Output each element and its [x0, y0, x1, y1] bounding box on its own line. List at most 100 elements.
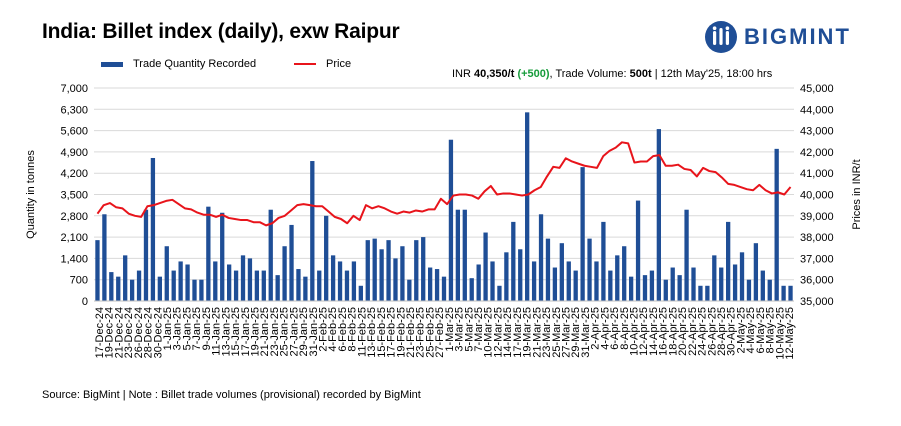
x-tick-label: 17-Jan-25: [240, 307, 252, 357]
bar: [573, 270, 578, 301]
bar: [358, 285, 363, 301]
x-tick-label: 31-Mar-25: [580, 307, 592, 358]
bar: [719, 267, 724, 301]
bar: [233, 270, 239, 301]
bar: [247, 258, 253, 301]
y-tick-label-right: 35,000: [800, 296, 834, 308]
bar: [400, 246, 405, 301]
bar: [628, 276, 634, 301]
x-tick-label: 5-Mar-25: [463, 307, 475, 352]
x-tick-label: 13-Jan-25: [220, 307, 232, 357]
x-tick-label: 8-May-25: [765, 307, 777, 353]
bar: [330, 255, 336, 301]
bar: [746, 279, 752, 301]
legend-line-label: Price: [326, 58, 352, 70]
bar: [289, 224, 294, 301]
x-tick-label: 22-Apr-25: [687, 307, 699, 356]
x-tick-label: 3-Mar-25: [454, 307, 466, 352]
bar: [642, 275, 648, 301]
bar: [393, 258, 398, 301]
bar: [788, 285, 793, 301]
y-tick-label-left: 700: [70, 275, 88, 287]
bar: [483, 232, 488, 301]
y-tick-label-left: 4,900: [60, 147, 88, 159]
bar: [490, 261, 495, 301]
y-tick-label-left: 2,800: [60, 211, 88, 223]
x-tick-label: 12-Mar-25: [492, 307, 504, 358]
bar: [143, 209, 149, 301]
info-suffix: | 12th May'25, 18:00 hrs: [651, 68, 773, 80]
x-tick-label: 29-Jan-25: [298, 307, 310, 357]
x-tick-label: 3-Jan-25: [172, 307, 184, 350]
legend-line-entry: Price: [294, 58, 351, 70]
bar: [608, 270, 613, 301]
info-change: (+500): [517, 68, 550, 80]
x-tick-label: 6-Apr-25: [609, 307, 621, 350]
bar: [324, 215, 329, 301]
bar: [240, 255, 246, 301]
brand-mark-icon: [705, 21, 737, 53]
x-tick-label: 9-Jan-25: [201, 307, 213, 350]
x-tick-label: 21-Mar-25: [531, 307, 543, 358]
bar: [351, 261, 357, 301]
bar: [129, 279, 135, 301]
bar: [767, 279, 772, 301]
bar: [296, 269, 301, 301]
bar: [282, 246, 287, 301]
x-tick-label: 30-Dec-24: [152, 307, 164, 358]
bar: [337, 261, 343, 301]
legend-bar-swatch: [101, 61, 123, 67]
source-note: Source: BigMint | Note : Billet trade vo…: [42, 389, 421, 401]
bar: [123, 255, 128, 301]
x-tick-label: 11-Jan-25: [211, 307, 223, 356]
x-tick-label: 10-May-25: [774, 307, 786, 360]
bar: [455, 209, 461, 301]
x-tick-label: 1-Jan-25: [162, 307, 174, 350]
bar: [587, 238, 592, 301]
legend-bar-entry: Trade Quantity Recorded: [101, 58, 256, 70]
x-tick-label: 18-Apr-25: [667, 307, 679, 356]
bar: [469, 278, 474, 301]
bar: [504, 252, 509, 301]
bar: [268, 209, 273, 301]
bar: [670, 267, 675, 301]
bar: [774, 148, 779, 301]
y-tick-label-right: 39,000: [800, 211, 834, 223]
bar: [206, 206, 211, 301]
info-prefix: INR: [452, 68, 474, 80]
bar: [705, 285, 710, 301]
price-line: [96, 141, 792, 227]
y-axis-title-left: Quantity in tonnes: [25, 150, 37, 239]
bar: [199, 279, 204, 301]
bar: [635, 200, 641, 301]
x-tick-label: 2-Apr-25: [590, 307, 602, 350]
y-tick-label-right: 40,000: [800, 190, 834, 202]
x-tick-label: 2-May-25: [735, 307, 747, 353]
bar: [102, 214, 107, 301]
bar: [372, 238, 377, 301]
x-tick-label: 19-Dec-24: [104, 307, 116, 358]
info-price: 40,350/t: [474, 68, 515, 80]
brand-name: BIGMINT: [744, 24, 851, 49]
y-tick-label-left: 6,300: [60, 104, 88, 116]
legend-bar-label: Trade Quantity Recorded: [133, 58, 257, 70]
bar: [538, 214, 544, 301]
bar: [150, 157, 156, 301]
bar: [448, 139, 454, 301]
bar: [594, 261, 599, 301]
x-tick-label: 7-Jan-25: [191, 307, 203, 350]
x-tick-label: 19-Feb-25: [395, 307, 407, 358]
x-tick-label: 6-May-25: [755, 307, 767, 353]
bar: [116, 276, 121, 301]
bar: [441, 276, 447, 301]
x-tick-label: 15-Jan-25: [230, 307, 242, 357]
x-tick-label: 4-May-25: [745, 307, 757, 353]
x-tick-label: 15-Feb-25: [376, 307, 388, 358]
x-tick-label: 24-Apr-25: [697, 307, 709, 356]
x-tick-label: 23-Dec-24: [123, 307, 135, 358]
x-tick-label: 12-May-25: [784, 307, 796, 360]
bar: [476, 264, 481, 301]
x-tick-label: 8-Feb-25: [347, 307, 359, 352]
x-tick-label: 23-Feb-25: [415, 307, 427, 358]
